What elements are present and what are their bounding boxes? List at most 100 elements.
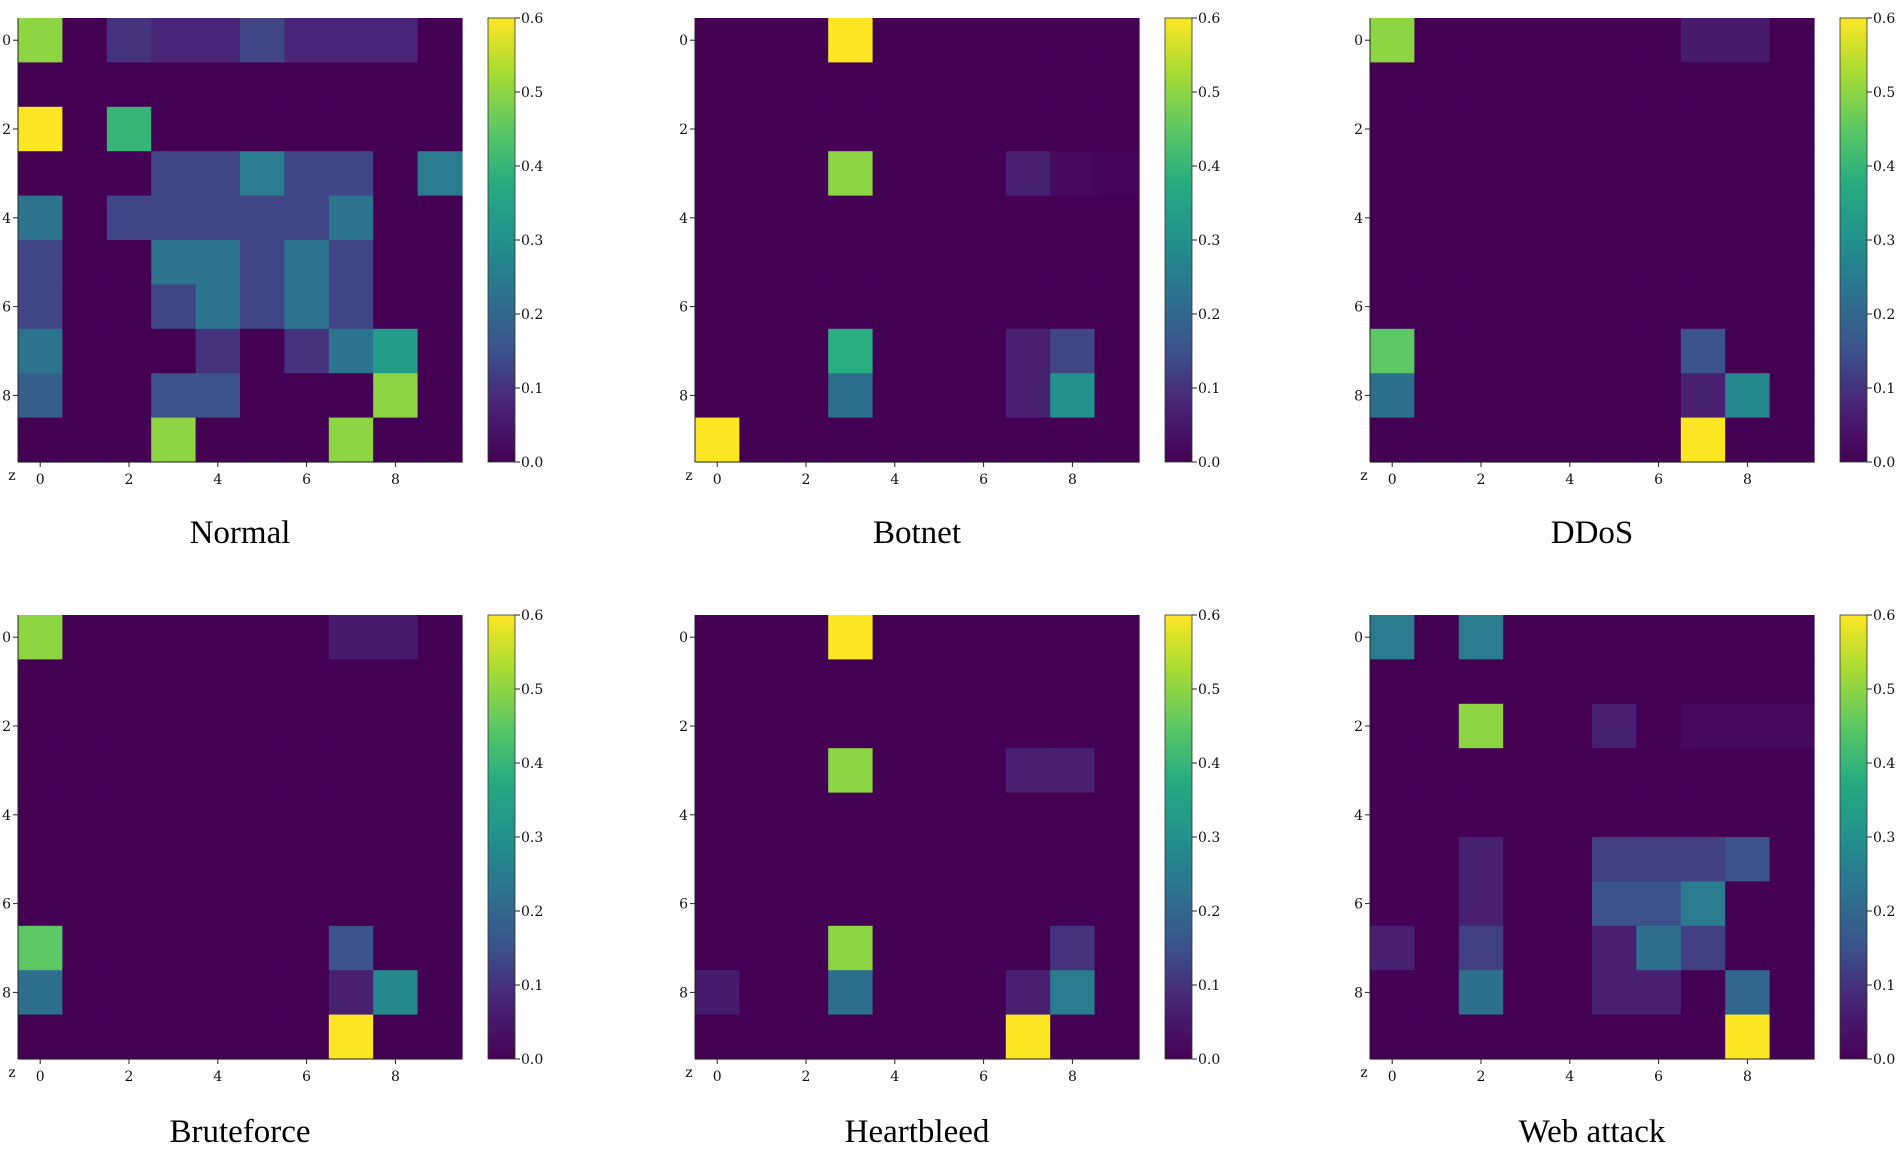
heatmap-cell — [872, 881, 918, 927]
heatmap-cell — [783, 195, 829, 241]
colorbar — [1164, 17, 1193, 463]
heatmap-cell — [695, 328, 740, 374]
heatmap-cell — [783, 106, 829, 152]
heatmap-cell — [1370, 106, 1415, 152]
heatmap-cell — [1592, 615, 1637, 660]
heatmap-cell — [240, 615, 285, 660]
heatmap-cell — [151, 18, 197, 63]
heatmap-cell — [328, 615, 374, 660]
x-tick-label: 2 — [125, 472, 134, 488]
heatmap-cell — [1547, 240, 1593, 285]
heatmap-cell — [1636, 615, 1682, 660]
heatmap-cell — [106, 925, 152, 971]
heatmap-cell — [695, 970, 740, 1016]
heatmap-cell — [828, 240, 874, 285]
heatmap-cell — [1547, 62, 1593, 108]
heatmap-cell — [1005, 837, 1051, 882]
y-tick-label: 8 — [679, 985, 688, 1001]
heatmap-cell — [18, 240, 63, 285]
heatmap-cell — [828, 925, 874, 971]
heatmap-cell — [1458, 925, 1504, 971]
heatmap-cell — [1547, 837, 1593, 882]
heatmap-cell — [18, 881, 63, 927]
heatmap-cell — [1503, 240, 1549, 285]
heatmap-cell — [917, 106, 962, 152]
colorbar-tick-label: 0.0 — [1198, 455, 1220, 471]
heatmap-cell — [284, 881, 330, 927]
heatmap-cell — [917, 195, 962, 241]
heatmap-cell — [1370, 792, 1415, 838]
colorbar-tick-label: 0.3 — [521, 830, 543, 846]
heatmap-cell — [151, 881, 197, 927]
y-tick-label: 2 — [2, 719, 11, 735]
x-tick-label: 2 — [125, 1069, 134, 1085]
heatmap-cell — [1503, 615, 1549, 660]
x-tick-label: 2 — [1477, 472, 1486, 488]
heatmap-cell — [961, 151, 1007, 197]
heatmap-cell — [961, 18, 1007, 63]
y-tick-label: 4 — [2, 808, 11, 824]
heatmap-cell — [284, 615, 330, 660]
heatmap-cell — [284, 62, 330, 108]
heatmap-cell — [18, 328, 63, 374]
heatmap-cell — [62, 1014, 108, 1060]
heatmap-cell — [18, 748, 63, 794]
heatmap-cell — [828, 195, 874, 241]
heatmap-cell — [1592, 881, 1637, 927]
heatmap-cell — [1094, 748, 1140, 794]
heatmap-cell — [1503, 106, 1549, 152]
heatmap-cell — [961, 703, 1007, 749]
heatmap-cell — [1370, 703, 1415, 749]
x-tick-label: 4 — [213, 472, 222, 488]
heatmap-cell — [62, 659, 108, 705]
heatmap-cell — [872, 837, 918, 882]
heatmap-cell — [828, 703, 874, 749]
heatmap-cell — [195, 240, 241, 285]
heatmap-cell — [1592, 195, 1637, 241]
heatmap-cell — [1094, 151, 1140, 197]
x-tick-label: 8 — [1743, 1069, 1752, 1085]
heatmap-cell — [1769, 615, 1815, 660]
heatmap-cell — [62, 703, 108, 749]
heatmap-cell — [195, 748, 241, 794]
heatmap-cell — [1680, 925, 1726, 971]
heatmap-cell — [1725, 748, 1771, 794]
heatmap-cell — [284, 240, 330, 285]
heatmap-cell — [1680, 970, 1726, 1016]
heatmap-cell — [917, 970, 962, 1016]
heatmap-cell — [1050, 284, 1096, 330]
heatmap-cell — [240, 970, 285, 1016]
heatmap-cell — [1636, 62, 1682, 108]
heatmap-cell — [1414, 62, 1460, 108]
heatmap-cell — [1458, 106, 1504, 152]
heatmap-cell — [739, 792, 785, 838]
heatmap-cell — [917, 659, 962, 705]
colorbar-tick-label: 0.5 — [1873, 682, 1895, 698]
panel-title: DDoS — [1551, 515, 1634, 551]
heatmap-cell — [1050, 328, 1096, 374]
heatmap-cell — [695, 659, 740, 705]
heatmap-cell — [62, 284, 108, 330]
heatmap-cell — [417, 18, 463, 63]
heatmap-cell — [151, 373, 197, 419]
heatmap-cell — [1370, 373, 1415, 419]
heatmap-cell — [783, 970, 829, 1016]
y-tick-label: 6 — [679, 300, 688, 316]
heatmap-cell — [284, 284, 330, 330]
heatmap-cell — [1725, 151, 1771, 197]
heatmap-cell — [373, 792, 419, 838]
heatmap-cell — [1547, 925, 1593, 971]
heatmap-cell — [828, 881, 874, 927]
heatmap-cell — [106, 881, 152, 927]
heatmap-cell — [1680, 703, 1726, 749]
heatmap-cell — [1503, 970, 1549, 1016]
heatmap-cell — [1414, 703, 1460, 749]
heatmap-cell — [373, 925, 419, 971]
y-tick-label: 8 — [2, 388, 11, 404]
heatmap-cell — [151, 837, 197, 882]
heatmap-cell — [828, 151, 874, 197]
heatmap-cell — [417, 195, 463, 241]
heatmap-cell — [1769, 373, 1815, 419]
heatmap-cell — [106, 703, 152, 749]
